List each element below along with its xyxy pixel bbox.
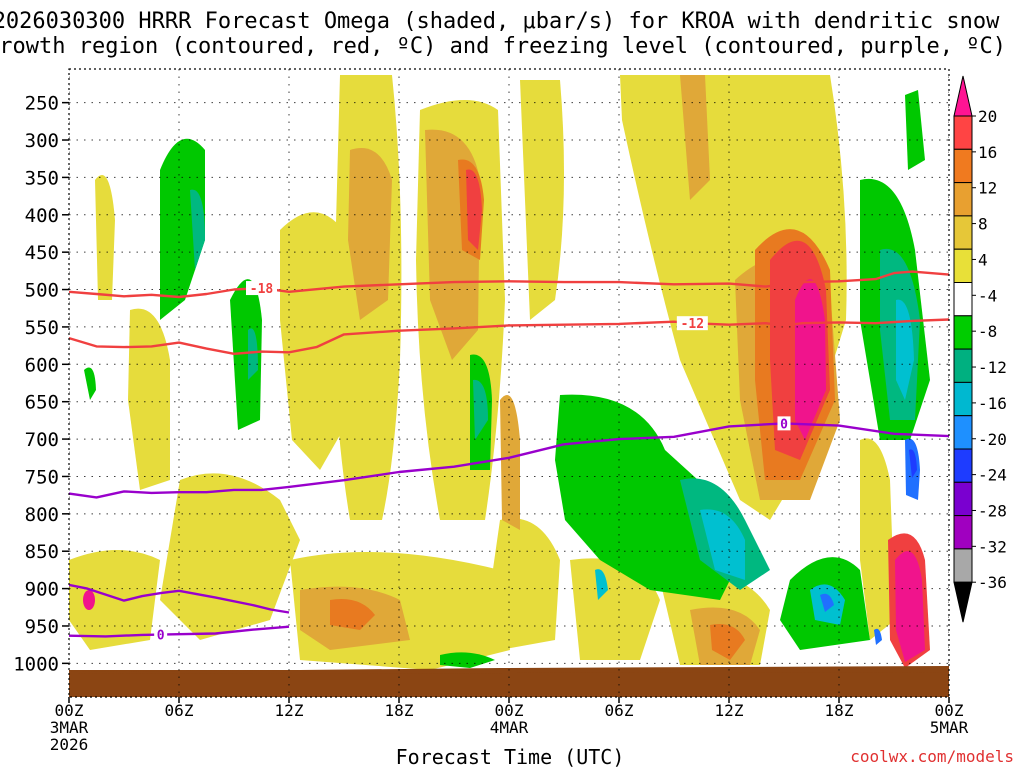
colorbar: 20 16 12 8 4 -4 -8 -12 -16 -20 -24 -28 -32 -36: [953, 75, 1007, 623]
colorbar-label-1: 16: [978, 143, 997, 162]
colorbar-segment-4: [953, 248, 973, 283]
y-tick-label-500: 500: [25, 280, 59, 302]
colorbar-segment-9: [953, 415, 973, 450]
plot-area: -18 -12 0 0: [69, 69, 949, 697]
chart-title-line-1: 2026030300 HRRR Forecast Omega (shaded, …: [0, 9, 1000, 34]
colorbar-label-3: 8: [978, 215, 988, 234]
contour-freezing-level-upper: [69, 422, 949, 499]
colorbar-label-5: -4: [978, 286, 997, 305]
contour-label-bg-freezing-level-upper: [777, 416, 791, 431]
colorbar-label-4: 4: [978, 250, 988, 269]
omega-minus20-region: [909, 449, 917, 478]
x-tick-label-42-0: 18Z: [825, 701, 854, 720]
x-tick-label-0-0: 00Z: [55, 701, 84, 720]
x-tick-label-6-0: 06Z: [165, 701, 194, 720]
contour-label-dgz-minus12: -12: [681, 317, 704, 332]
colorbar-label-8: -16: [978, 394, 1007, 413]
plot-border: [68, 68, 950, 698]
colorbar-segment-12: [953, 515, 973, 550]
y-tick-label-400: 400: [25, 205, 59, 227]
colorbar-segment-8: [953, 381, 973, 417]
chart-title-line-2: growth region (contoured, red, ºC) and f…: [0, 34, 1006, 59]
colorbar-label-12: -32: [978, 537, 1007, 556]
x-tick-label-24-1: 4MAR: [490, 718, 529, 737]
contour-label-bg-dgz-minus12: [676, 316, 708, 331]
x-tick-label-48-1: 5MAR: [930, 718, 969, 737]
colorbar-label-2: 12: [978, 179, 997, 198]
x-tick-label-18-0: 18Z: [385, 701, 414, 720]
y-tick-label-750: 750: [25, 466, 59, 488]
x-tick-label-30-0: 06Z: [605, 701, 634, 720]
colorbar-segment-6: [953, 315, 973, 350]
x-tick-label-0-1: 3MAR: [50, 718, 89, 737]
contour-dgz-minus12: [69, 318, 949, 355]
colorbar-segment-7: [953, 348, 973, 383]
colorbar-label-11: -28: [978, 501, 1007, 520]
colorbar-segment-1: [953, 148, 973, 184]
x-tick-label-36-0: 12Z: [715, 701, 744, 720]
y-tick-label-850: 850: [25, 541, 59, 563]
x-axis-title: Forecast Time (UTC): [396, 745, 625, 768]
y-tick-label-1000: 1000: [13, 653, 59, 675]
omega-gt20-region: [83, 279, 925, 662]
colorbar-label-7: -12: [978, 358, 1007, 377]
x-tick-label-48-0: 00Z: [935, 701, 964, 720]
y-tick-label-600: 600: [25, 354, 59, 376]
omega-shading: [69, 75, 930, 670]
colorbar-segment-2: [953, 182, 973, 217]
contour-label-dgz-minus18: -18: [250, 282, 274, 297]
credit-text: coolwx.com/models: [850, 747, 1014, 766]
colorbar-segment-0: [953, 115, 973, 150]
colorbar-segment-10: [953, 448, 973, 483]
contour-label-bg-dgz-minus18: [246, 281, 277, 296]
colorbar-segment-3: [953, 215, 973, 250]
y-tick-label-900: 900: [25, 579, 59, 601]
colorbar-label-13: -36: [978, 573, 1007, 592]
contour-label-freezing-level-surface: 0: [157, 629, 165, 644]
y-tick-label-950: 950: [25, 616, 59, 638]
colorbar-bottom-arrow: [953, 581, 973, 623]
colorbar-label-0: 20: [978, 107, 997, 126]
y-tick-label-350: 350: [25, 167, 59, 189]
y-tick-label-550: 550: [25, 317, 59, 339]
colorbar-segment-13: [953, 548, 973, 583]
y-tick-label-800: 800: [25, 504, 59, 526]
contour-freezing-level-surface: [69, 625, 290, 638]
colorbar-top-arrow: [953, 75, 973, 117]
y-axis: 250 300 350 400 450 500 550 600 650 700 750 800 850 9…: [13, 93, 69, 675]
colorbar-segment-5: [953, 282, 973, 317]
y-tick-label-450: 450: [25, 242, 59, 264]
contour-lines: -18 -12 0 0: [69, 270, 949, 644]
x-tick-label-0-2: 2026: [50, 735, 89, 754]
contour-freezing-level-lower: [69, 583, 290, 614]
x-tick-label-12-0: 12Z: [275, 701, 304, 720]
colorbar-segment-11: [953, 481, 973, 517]
colorbar-label-10: -24: [978, 466, 1007, 485]
contour-label-bg-freezing-level-surface: [154, 627, 168, 642]
y-tick-label-250: 250: [25, 93, 59, 115]
colorbar-label-9: -20: [978, 430, 1007, 449]
colorbar-label-6: -8: [978, 322, 997, 341]
y-tick-label-300: 300: [25, 130, 59, 152]
contour-dgz-minus18: [69, 270, 949, 299]
y-tick-label-650: 650: [25, 392, 59, 414]
contour-label-freezing-level-upper: 0: [780, 417, 788, 432]
y-tick-label-700: 700: [25, 429, 59, 451]
x-tick-label-24-0: 00Z: [495, 701, 524, 720]
